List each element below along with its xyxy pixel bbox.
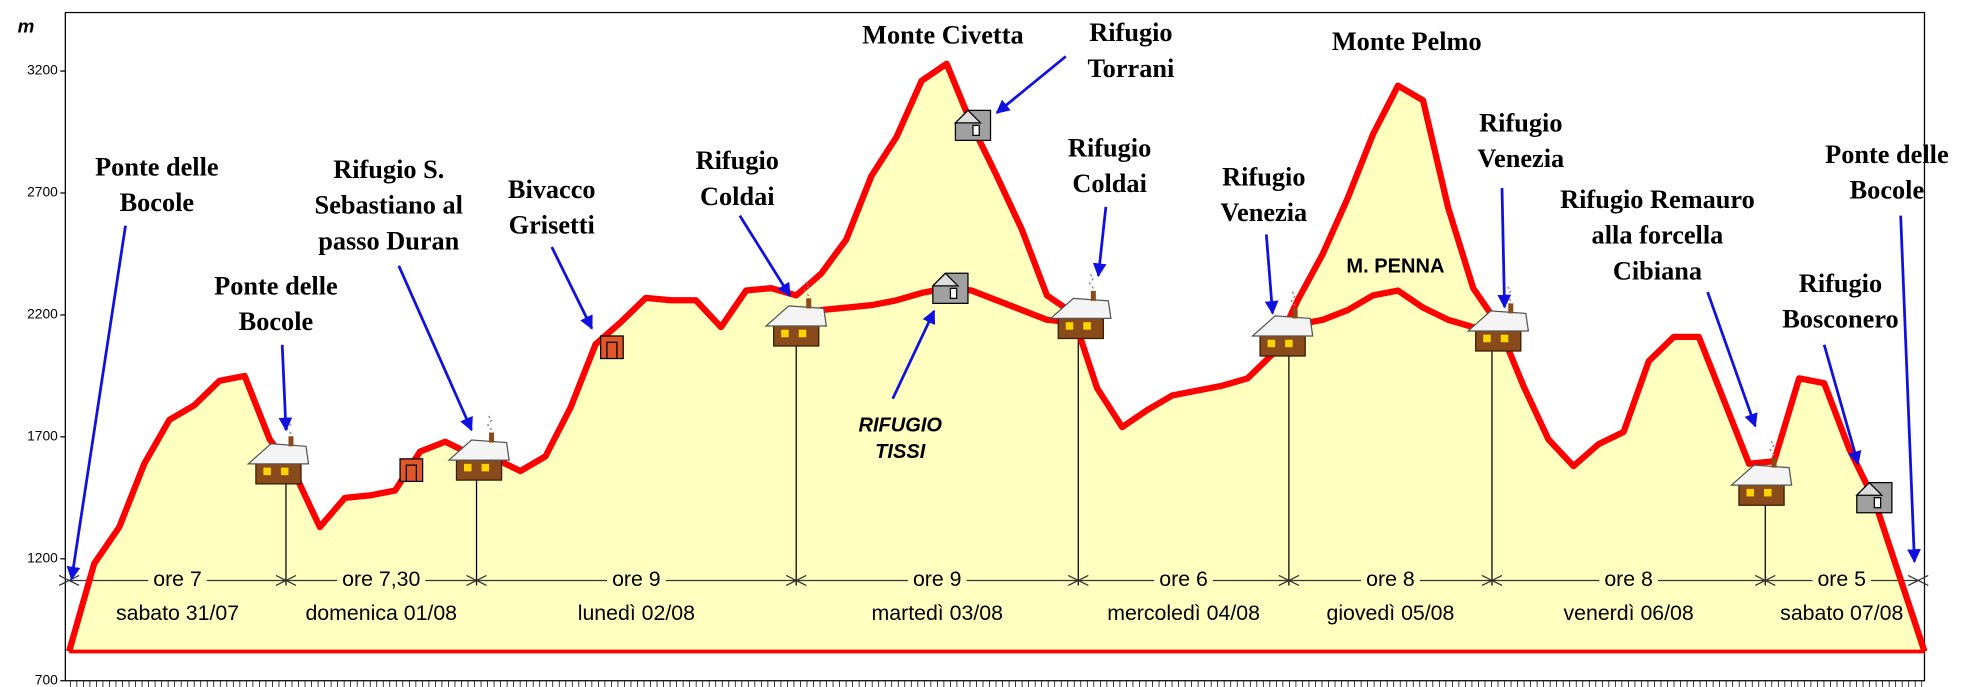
annotation-label: Rifugio	[1799, 269, 1882, 298]
chalet-window	[1746, 489, 1754, 497]
stage-date: mercoledì 04/08	[1107, 601, 1260, 625]
annotation-label: Bocole	[239, 307, 314, 336]
chalet-window	[781, 330, 789, 338]
annotation-label: Monte Pelmo	[1332, 27, 1482, 56]
annotation-label: Ponte delle	[214, 271, 338, 300]
y-tick-label: 2200	[27, 307, 58, 322]
chalet-wall	[1739, 483, 1784, 506]
y-tick-label: 1200	[27, 550, 58, 565]
hut-door	[950, 288, 956, 298]
annotation-label: alla forcella	[1592, 221, 1724, 250]
annotation-label: Sebastiano al	[315, 191, 463, 220]
annotation-label: RIFUGIO	[858, 415, 942, 437]
annotation-label: Rifugio S.	[333, 155, 444, 184]
annotation-label: Rifugio	[1068, 133, 1151, 162]
chalet-window	[464, 464, 472, 472]
chalet-wall	[1058, 316, 1103, 339]
stage-hours: ore 7	[153, 567, 202, 591]
stage-hours: ore 6	[1159, 567, 1208, 591]
chalet-chimney	[489, 433, 494, 443]
annotation-label: Cibiana	[1613, 256, 1702, 285]
chalet-wall	[774, 323, 819, 346]
chalet-window	[1483, 335, 1491, 343]
stage-hours: ore 9	[913, 567, 962, 591]
annotation-label: Bosconero	[1782, 305, 1898, 334]
y-tick-label: 700	[35, 672, 58, 687]
chalet-chimney	[288, 436, 293, 446]
chalet-wall	[1476, 328, 1521, 351]
stage-date: venerdì 06/08	[1564, 601, 1694, 625]
chalet-window	[1501, 335, 1509, 343]
bivouac-icon	[601, 336, 624, 359]
stage-hours: ore 5	[1817, 567, 1866, 591]
chalet-wall	[456, 458, 501, 481]
stage-date: martedì 03/08	[872, 601, 1003, 625]
annotation-label: Bocole	[1850, 175, 1925, 204]
hut-door	[973, 125, 979, 135]
chalet-window	[1268, 340, 1276, 348]
chalet-window	[799, 330, 807, 338]
stage-date: giovedì 05/08	[1326, 601, 1454, 625]
bivouac-icon	[400, 459, 423, 482]
chalet-wall	[256, 461, 301, 484]
chalet-window	[281, 468, 289, 476]
stage-date: domenica 01/08	[305, 601, 457, 625]
annotation-label: Rifugio	[696, 146, 779, 175]
annotation-label: Coldai	[700, 182, 775, 211]
annotation-label: Coldai	[1072, 169, 1147, 198]
hut-door	[1874, 498, 1880, 508]
chalet-chimney	[1293, 308, 1298, 318]
chalet-window	[1066, 322, 1074, 330]
stage-date: lunedì 02/08	[578, 601, 695, 625]
chalet-window	[1083, 322, 1091, 330]
stage-hours: ore 8	[1366, 567, 1415, 591]
stage-hours: ore 9	[612, 567, 661, 591]
annotation-label: Rifugio	[1089, 18, 1172, 47]
annotation-label: passo Duran	[318, 226, 459, 255]
chalet-chimney	[806, 298, 811, 308]
chalet-window	[1285, 340, 1293, 348]
annotation-label: Rifugio Remauro	[1560, 185, 1755, 214]
annotation-label: Monte Civetta	[862, 21, 1023, 50]
annotation-label: Ponte delle	[95, 152, 218, 181]
chalet-window	[482, 464, 490, 472]
annotation-label: Bocole	[120, 188, 195, 217]
y-tick-label: 3200	[27, 63, 58, 78]
stage-date: sabato 31/07	[116, 601, 239, 625]
chalet-chimney	[1772, 458, 1777, 468]
y-axis-label: m	[18, 16, 35, 37]
annotation-label: Rifugio	[1479, 108, 1562, 137]
annotation-label: Rifugio	[1222, 162, 1305, 191]
y-tick-label: 1700	[27, 429, 58, 444]
stage-hours: ore 8	[1604, 567, 1653, 591]
chalet-window	[1764, 489, 1772, 497]
annotation-label: Grisetti	[509, 211, 595, 240]
chalet-chimney	[1508, 303, 1513, 313]
stage-hours: ore 7,30	[342, 567, 420, 591]
annotation-label: Venezia	[1220, 198, 1307, 227]
chalet-wall	[1260, 333, 1305, 356]
y-tick-label: 2700	[27, 185, 58, 200]
annotation-label: Torrani	[1088, 54, 1175, 83]
chalet-window	[263, 468, 271, 476]
annotation-label: Bivacco	[508, 175, 596, 204]
chalet-chimney	[1091, 291, 1096, 301]
annotation-label: Ponte delle	[1825, 140, 1949, 169]
annotation-label: M. PENNA	[1346, 255, 1444, 277]
chart: m 700 1200 1700 2200 2700 3200 ore 7 sabato 31/…	[0, 0, 1966, 687]
annotation-label: Venezia	[1477, 144, 1564, 173]
annotation-label: TISSI	[875, 441, 926, 463]
x-minor-ticks	[70, 681, 1921, 687]
stage-date: sabato 07/08	[1780, 601, 1903, 625]
